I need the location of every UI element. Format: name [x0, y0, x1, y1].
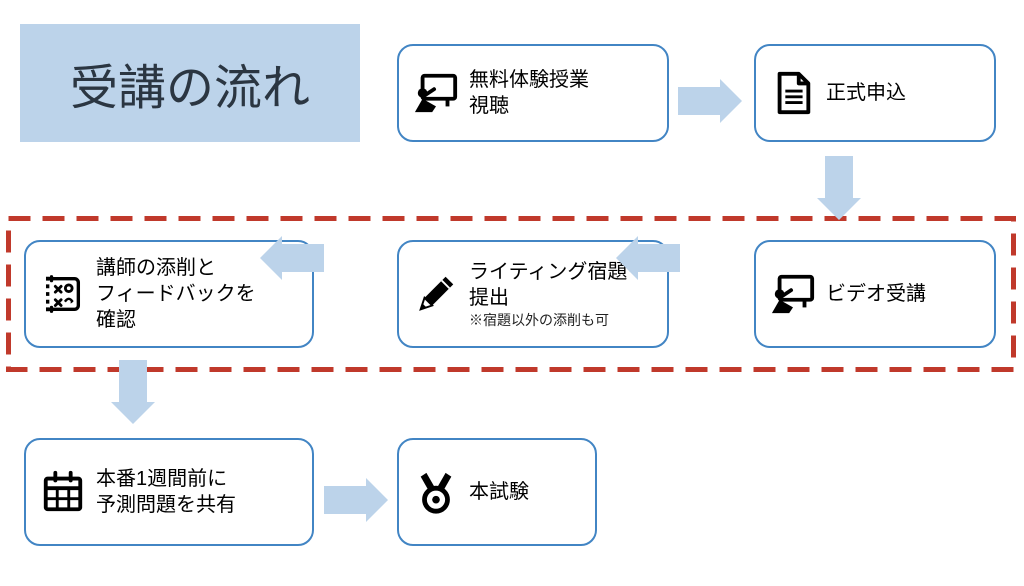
node-n7: 本試験: [397, 438, 597, 546]
medal-icon: [413, 469, 459, 515]
arrow-a56: [111, 360, 155, 424]
arrow-a34: [616, 236, 680, 280]
arrow-a12: [678, 79, 742, 123]
node-label: 無料体験授業 視聴: [469, 67, 653, 119]
arrow-a45: [260, 236, 324, 280]
arrow-a67: [324, 478, 388, 522]
node-n1: 無料体験授業 視聴: [397, 44, 669, 142]
strategy-icon: [40, 271, 86, 317]
teacher-icon: [770, 271, 816, 317]
node-label: 本試験: [469, 479, 581, 505]
document-icon: [770, 70, 816, 116]
teacher-icon: [413, 70, 459, 116]
title-box: 受講の流れ: [20, 24, 360, 142]
node-label: 正式申込: [826, 80, 980, 106]
node-n3: ビデオ受講: [754, 240, 996, 348]
title-text: 受講の流れ: [70, 48, 310, 118]
calendar-icon: [40, 469, 86, 515]
arrow-a23: [817, 156, 861, 220]
node-sublabel: ※宿題以外の添削も可: [469, 311, 653, 329]
node-label: 本番1週間前に 予測問題を共有: [96, 466, 298, 518]
node-label: ビデオ受講: [826, 281, 980, 307]
node-n6: 本番1週間前に 予測問題を共有: [24, 438, 314, 546]
node-n2: 正式申込: [754, 44, 996, 142]
pencil-icon: [413, 271, 459, 317]
